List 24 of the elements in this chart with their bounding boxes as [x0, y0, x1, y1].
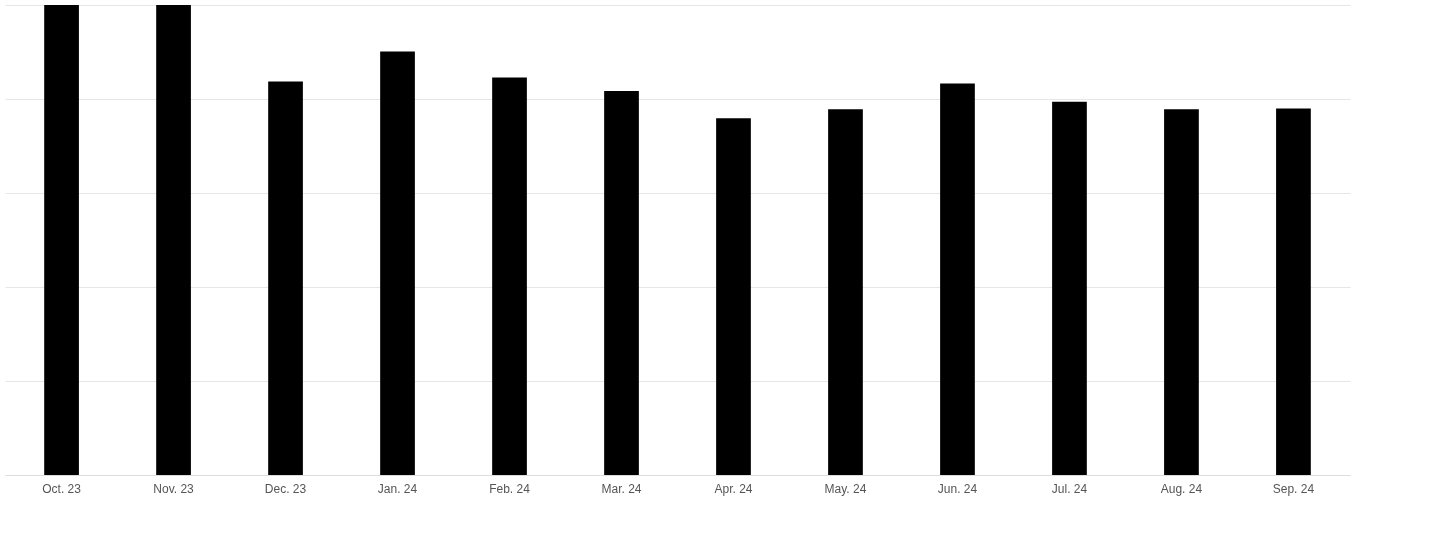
- bar: [380, 51, 415, 475]
- bar: [44, 5, 79, 475]
- bar: [716, 118, 751, 475]
- bar: [156, 5, 191, 475]
- x-tick-label: Jun. 24: [937, 481, 978, 496]
- bar: [268, 81, 303, 475]
- bar: [940, 83, 975, 475]
- x-tick-label: Oct. 23: [42, 481, 82, 496]
- x-tick-label: Nov. 23: [153, 481, 195, 496]
- x-tick-label: Aug. 24: [1160, 481, 1203, 496]
- bar: [604, 91, 639, 475]
- x-tick-label: Feb. 24: [489, 481, 531, 496]
- bar: [1276, 108, 1311, 475]
- bar: [1052, 101, 1087, 475]
- x-tick-label: Apr. 24: [714, 481, 753, 496]
- x-tick-label: Dec. 23: [264, 481, 307, 496]
- x-tick-label: Jul. 24: [1051, 481, 1088, 496]
- x-tick-label: Sep. 24: [1272, 481, 1315, 496]
- x-tick-label: Jan. 24: [377, 481, 418, 496]
- x-tick-label: Mar. 24: [601, 481, 642, 496]
- bar: [828, 109, 863, 475]
- bar: [1164, 109, 1199, 475]
- bar: [492, 77, 527, 475]
- x-tick-label: May. 24: [824, 481, 867, 496]
